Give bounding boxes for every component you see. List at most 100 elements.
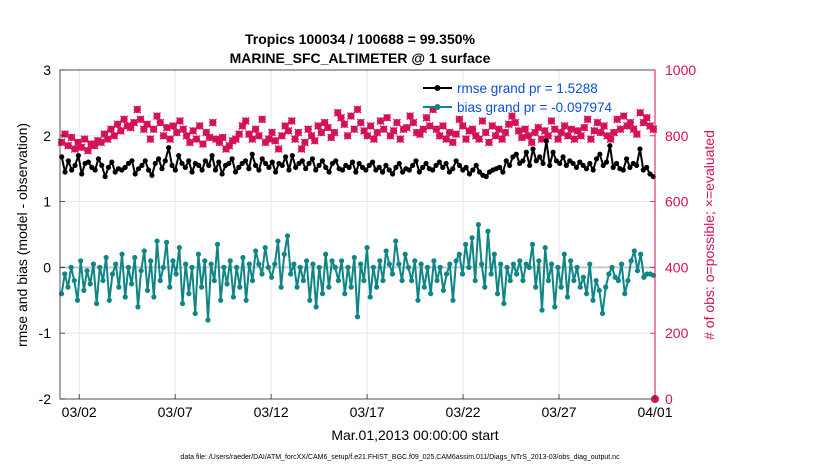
rmse-point — [590, 167, 596, 173]
obs-evaluated-point — [330, 128, 339, 137]
rmse-point — [256, 167, 262, 173]
bias-point — [221, 264, 227, 270]
rmse-point — [376, 164, 382, 170]
rmse-point — [473, 162, 479, 169]
bias-point — [214, 241, 221, 247]
rmse-point — [610, 164, 616, 170]
bias-point — [377, 258, 383, 264]
bias-point — [294, 284, 300, 290]
obs-evaluated-point — [235, 130, 244, 139]
obs-evaluated-stroke — [323, 123, 332, 132]
rmse-point — [623, 156, 630, 162]
obs-evaluated-stroke — [235, 130, 244, 139]
obs-evaluated-stroke — [182, 131, 191, 140]
rmse-point — [577, 159, 583, 165]
bias-point — [542, 245, 548, 251]
rmse-point — [527, 162, 533, 169]
rmse-point — [600, 162, 606, 169]
bias-point — [574, 264, 580, 270]
bias-point — [205, 317, 211, 323]
rmse-point — [273, 169, 279, 175]
obs-evaluated-stroke — [310, 136, 319, 145]
bias-point — [93, 300, 100, 307]
rmse-point — [456, 162, 463, 169]
obs-evaluated-stroke — [537, 135, 546, 144]
obs-evaluated-point — [67, 133, 76, 142]
bias-point — [87, 281, 93, 287]
obs-evaluated-point — [97, 138, 106, 147]
rmse-point — [182, 164, 188, 170]
obs-evaluated-stroke — [379, 125, 388, 134]
bias-point — [580, 274, 587, 280]
left-tick-label: 0 — [43, 259, 51, 275]
bias-point — [326, 284, 332, 290]
obs-evaluated-stroke — [307, 131, 316, 140]
bias-point — [65, 284, 71, 290]
obs-evaluated-stroke — [57, 138, 66, 147]
x-axis-label: Mar.01,2013 00:00:00 start — [331, 427, 498, 443]
obs-evaluated-point — [544, 131, 553, 140]
rmse-point — [513, 151, 519, 157]
rmse-point — [570, 160, 576, 167]
obs-evaluated-stroke — [195, 121, 204, 130]
obs-evaluated-stroke — [452, 130, 461, 139]
rmse-point — [560, 154, 566, 160]
rmse-point — [543, 138, 549, 144]
bias-point — [167, 284, 173, 290]
rmse-point — [129, 158, 135, 164]
obs-evaluated-stroke — [626, 118, 635, 127]
bias-point — [520, 277, 526, 284]
right-axis-label: # of obs: o=possible; ×=evaluated — [701, 130, 717, 340]
obs-evaluated-point — [149, 125, 158, 134]
obs-evaluated-point — [189, 126, 198, 135]
obs-evaluated-point — [70, 144, 79, 153]
obs-evaluated-stroke — [544, 131, 553, 140]
rmse-point — [363, 167, 369, 173]
obs-evaluated-stroke — [586, 135, 595, 144]
obs-evaluated-stroke — [642, 113, 651, 122]
rmse-point — [413, 158, 419, 164]
rmse-point — [470, 167, 476, 173]
rmse-point — [142, 158, 148, 164]
bias-point — [510, 261, 517, 267]
rmse-point — [530, 146, 536, 152]
obs-evaluated-point — [146, 135, 155, 144]
rmse-point — [346, 164, 352, 170]
x-tick-label: 03/22 — [446, 404, 481, 420]
obs-evaluated-point — [116, 126, 125, 135]
obs-evaluated-point — [356, 118, 365, 127]
obs-evaluated-stroke — [143, 120, 152, 129]
obs-evaluated-point — [534, 123, 543, 132]
bias-point — [450, 297, 456, 303]
obs-evaluated-point — [254, 131, 263, 140]
bias-point — [208, 261, 214, 267]
obs-evaluated-point — [580, 123, 589, 132]
obs-evaluated-stroke — [547, 117, 556, 125]
rmse-point — [356, 160, 362, 167]
obs-evaluated-stroke — [241, 117, 250, 125]
obs-evaluated-point — [626, 118, 635, 127]
obs-evaluated-point — [567, 125, 576, 134]
bias-point — [103, 254, 109, 261]
obs-evaluated-stroke — [83, 146, 92, 155]
obs-evaluated-stroke — [136, 115, 145, 124]
obs-evaluated-point — [517, 133, 526, 142]
obs-evaluated-point — [64, 141, 73, 150]
bias-point — [288, 271, 294, 277]
obs-evaluated-point — [297, 144, 306, 153]
bias-point — [240, 254, 246, 261]
obs-evaluated-point — [445, 128, 454, 137]
obs-evaluated-stroke — [369, 135, 378, 144]
bias-point — [418, 261, 424, 267]
bias-point — [552, 304, 558, 310]
obs-evaluated-stroke — [494, 125, 503, 134]
rmse-point — [176, 152, 182, 159]
bias-point — [281, 251, 287, 257]
rmse-point — [259, 156, 265, 162]
rmse-point — [279, 162, 285, 169]
obs-evaluated-point — [455, 115, 464, 124]
obs-evaluated-stroke — [353, 105, 362, 114]
obs-evaluated-point — [373, 128, 382, 137]
obs-evaluated-stroke — [205, 133, 214, 142]
